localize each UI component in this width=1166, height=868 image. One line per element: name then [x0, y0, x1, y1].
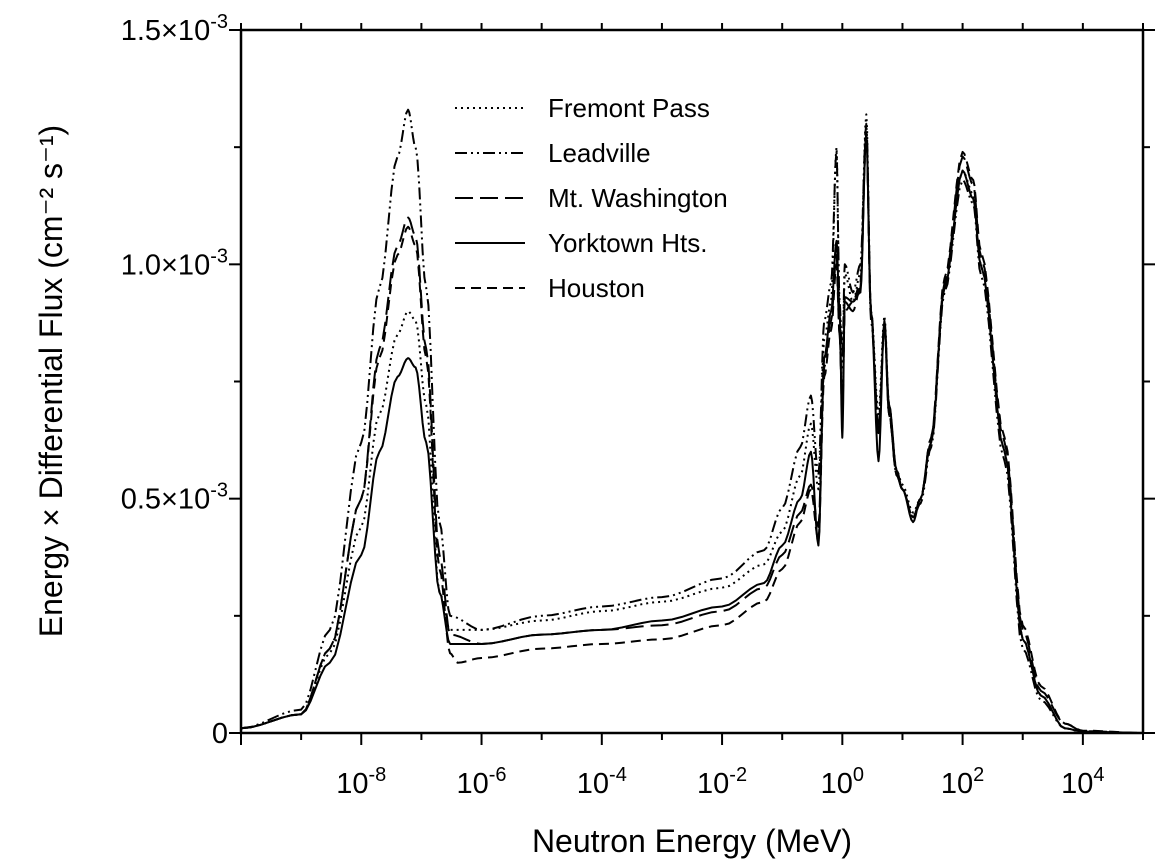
- x-tick-label: 10-6: [457, 764, 507, 800]
- series-lines: [240, 108, 1144, 734]
- y-axis-label: Energy × Differential Flux (cm⁻² s⁻¹): [33, 125, 69, 637]
- tick-labels: 10-8 10-6 10-4 10-2 100 102 104 0 0.5×10-3 1.0×10…: [121, 11, 1105, 800]
- x-tick-label: 104: [1061, 764, 1104, 800]
- x-axis-label: Neutron Energy (MeV): [532, 823, 852, 859]
- legend: Fremont Pass Leadville Mt. Washington Yorkt…: [455, 93, 728, 303]
- x-tick-label: 10-4: [577, 764, 627, 800]
- legend-label: Mt. Washington: [548, 183, 728, 213]
- y-tick-label: 0.5×10-3: [121, 480, 228, 516]
- plot-frame: [239, 28, 1145, 735]
- legend-label: Houston: [548, 273, 645, 303]
- y-tick-label: 0: [212, 718, 228, 750]
- y-tick-label: 1.5×10-3: [121, 11, 228, 47]
- series-line: [240, 132, 1144, 734]
- series-line: [240, 108, 1144, 734]
- x-tick-label: 102: [941, 764, 984, 800]
- legend-label: Fremont Pass: [548, 93, 710, 123]
- x-tick-label: 10-2: [697, 764, 747, 800]
- series-line: [240, 132, 1144, 734]
- y-tick-label: 1.0×10-3: [121, 245, 228, 281]
- legend-label: Leadville: [548, 138, 651, 168]
- legend-label: Yorktown Hts.: [548, 228, 707, 258]
- series-line: [240, 132, 1144, 734]
- x-tick-label: 100: [821, 764, 864, 800]
- x-tick-label: 10-8: [336, 764, 386, 800]
